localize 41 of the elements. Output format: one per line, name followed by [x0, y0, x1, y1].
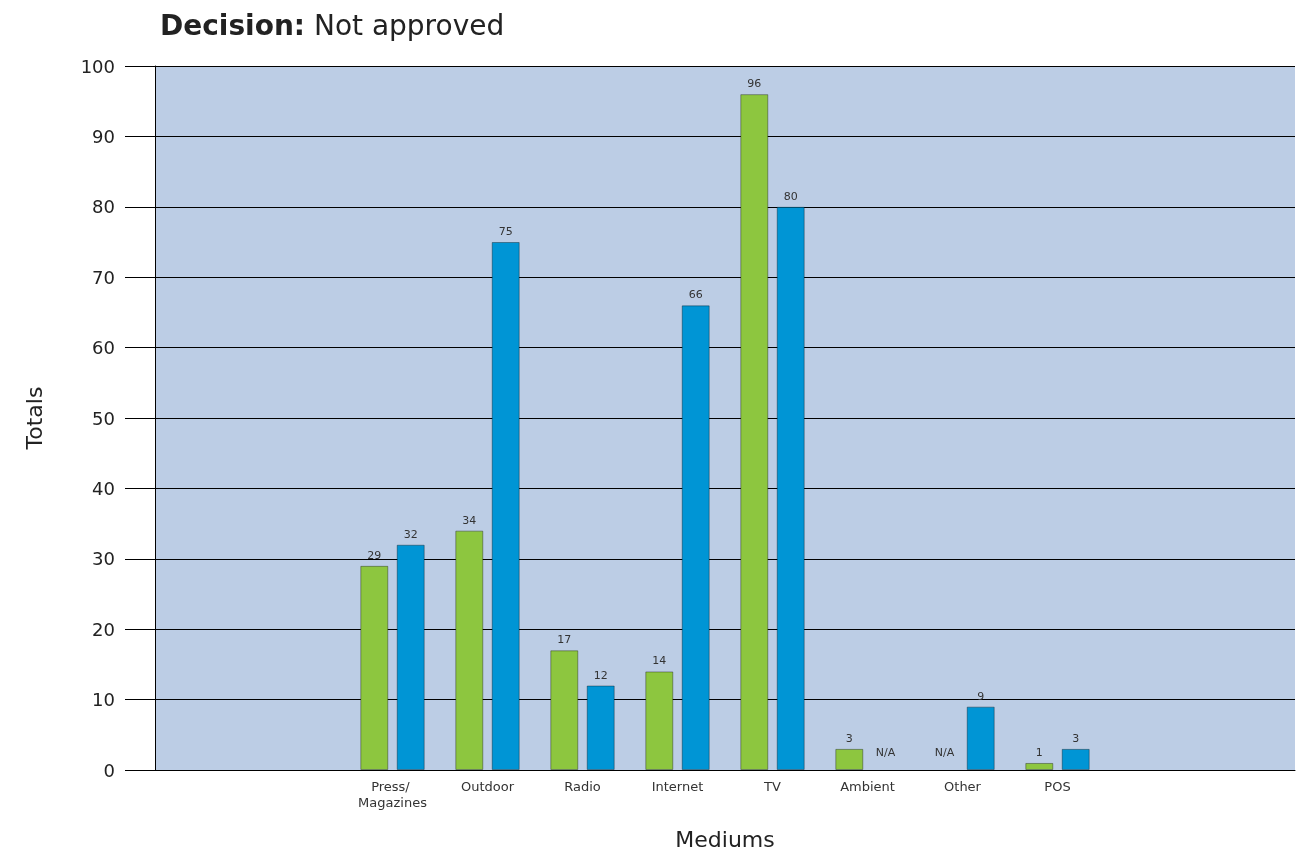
data-label: 3 [845, 731, 853, 745]
data-label: 32 [403, 527, 418, 541]
y-tick-label: 70 [92, 266, 115, 288]
bar [835, 748, 864, 770]
data-label: 34 [462, 513, 477, 527]
y-tick-label: 80 [92, 196, 115, 218]
x-tick-label: Ambient [840, 778, 895, 794]
bar [1025, 762, 1054, 770]
data-label: 17 [557, 633, 572, 647]
chart-title: Decision: Not approved [160, 8, 505, 42]
x-tick-label: POS [1044, 778, 1071, 794]
y-tick-label: 90 [92, 125, 115, 147]
text: N/A [934, 746, 955, 759]
data-label: 29 [367, 548, 382, 562]
y-tick-label: 0 [103, 759, 115, 781]
data-label: 12 [593, 668, 608, 682]
y-tick-label: 30 [92, 548, 115, 570]
x-tick-label: Radio [564, 778, 601, 794]
bar [966, 706, 995, 770]
y-tick-label: 50 [92, 407, 115, 429]
y-tick-label: 40 [92, 477, 115, 499]
y-axis-title: Totals [21, 386, 47, 451]
data-label: 75 [498, 225, 513, 238]
x-tick-label: Internet [651, 778, 704, 794]
x-tick-label: TV [763, 778, 782, 794]
x-axis-title: Mediums [675, 826, 775, 848]
data-label: 1 [1035, 745, 1043, 759]
text: N/A [875, 746, 896, 759]
data-label: 80 [783, 189, 798, 203]
y-tick-label: 100 [80, 55, 115, 77]
data-label: 66 [688, 288, 703, 302]
y-tick-label: 10 [92, 689, 115, 711]
bar [1061, 748, 1090, 770]
data-label: 96 [747, 77, 762, 91]
y-tick-label: 60 [92, 337, 115, 359]
x-tick-label: Press/ Magazines [358, 778, 428, 810]
data-label: 14 [652, 654, 667, 668]
data-label: 3 [1072, 731, 1080, 745]
y-tick-label: 20 [92, 618, 115, 640]
x-tick-label: Outdoor [460, 778, 515, 794]
x-tick-label: Other [944, 778, 982, 794]
